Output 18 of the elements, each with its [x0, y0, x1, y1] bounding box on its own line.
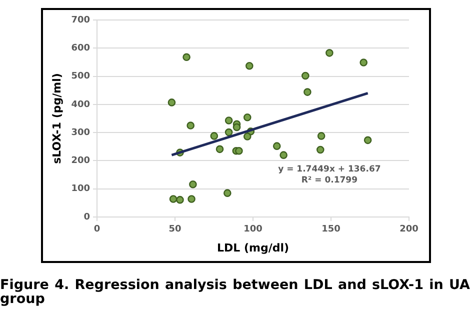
y-tick-label: 0: [84, 212, 90, 222]
x-tick-label: 150: [322, 224, 340, 235]
x-tick-label: 100: [244, 224, 262, 235]
y-tick-label: 300: [71, 128, 90, 138]
y-tick-label: 600: [71, 43, 90, 54]
annotation: R² = 0.1799: [301, 176, 358, 186]
x-tick-label: 50: [168, 224, 182, 235]
annotation: y = 1.7449x + 136.67: [278, 164, 381, 175]
y-tick-label: 200: [71, 156, 90, 166]
y-tick-label: 500: [71, 72, 90, 82]
x-axis-title: LDL (mg/dl): [216, 241, 290, 254]
y-tick-label: 100: [71, 184, 90, 194]
x-tick-label: 0: [94, 224, 100, 235]
y-axis-title: sLOX-1 (pg/ml): [50, 73, 64, 164]
x-tick-label: 200: [400, 224, 418, 235]
y-tick-label: 400: [71, 100, 90, 110]
y-tick-label: 700: [71, 15, 90, 26]
caption: Figure 4. Regression analysis between LDL and sLOX-1 in UA group: [0, 277, 470, 307]
